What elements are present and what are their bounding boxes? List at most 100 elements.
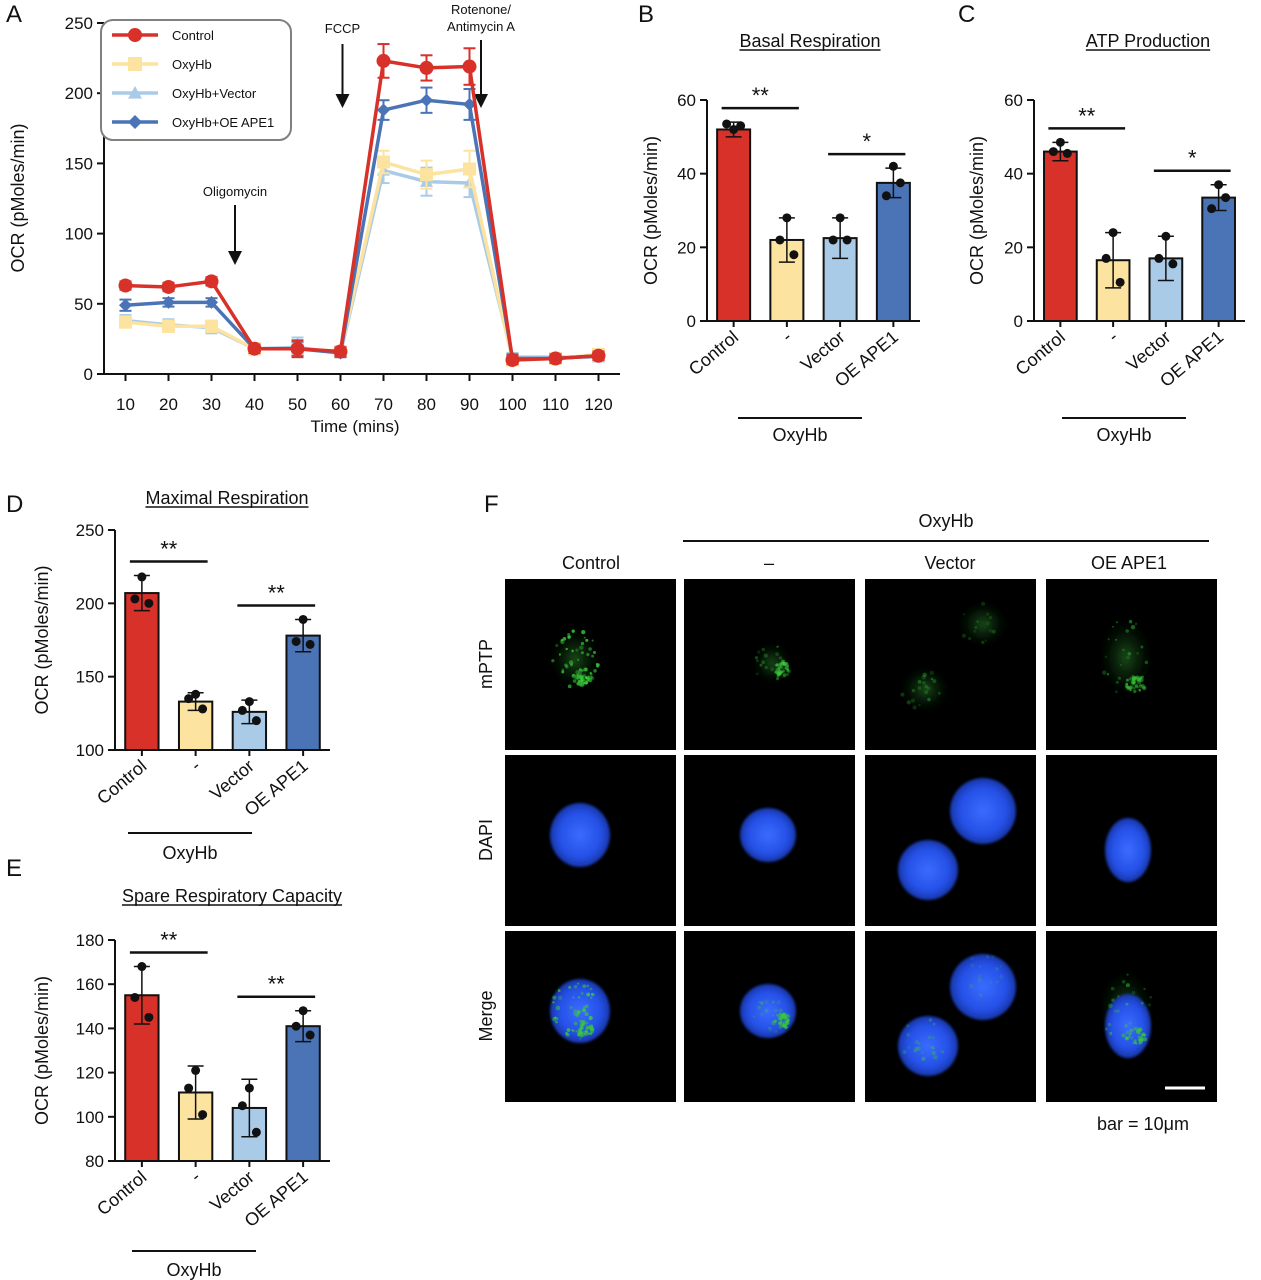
micrograph-background (865, 931, 1036, 1102)
mptp-speckle (1125, 1036, 1130, 1041)
chart-d-data-point (244, 697, 254, 707)
chart-b-data-point (895, 178, 905, 188)
panel-letter-c: C (958, 1, 975, 28)
mptp-speckle (571, 629, 575, 633)
chart-a-data-point (161, 279, 176, 294)
mptp-speckle (912, 705, 917, 710)
chart-a-y-tick-label: 200 (65, 84, 93, 103)
micrograph-merge-2 (865, 931, 1036, 1102)
mptp-speckle (1134, 1041, 1137, 1045)
mptp-speckle (1127, 652, 1132, 656)
micrograph-merge-0 (505, 931, 676, 1102)
mptp-speckle (918, 1042, 921, 1045)
chart-c-category-label: - (1104, 327, 1121, 346)
dapi-nucleus (898, 840, 958, 900)
mptp-speckle (1139, 684, 1143, 688)
mptp-speckle (768, 1027, 773, 1032)
mptp-speckle (906, 1033, 911, 1037)
mptp-speckle (575, 669, 580, 675)
mptp-speckle (917, 679, 922, 684)
mptp-speckle (900, 692, 905, 697)
chart-c-bar (1201, 196, 1236, 323)
mptp-speckle (764, 1008, 769, 1013)
mptp-speckle (589, 671, 592, 675)
mptp-speckle (565, 1031, 569, 1035)
mptp-speckle (976, 620, 979, 623)
dapi-nucleus (898, 1016, 958, 1076)
mptp-speckle (572, 996, 575, 999)
chart-c-data-point (1161, 231, 1171, 241)
mptp-signal-haze (901, 667, 949, 711)
chart-a-y-tick-label: 250 (65, 14, 93, 33)
mptp-speckle (573, 984, 578, 989)
mptp-speckle (576, 1010, 581, 1015)
mptp-speckle (932, 679, 937, 684)
mptp-speckle (584, 1012, 589, 1017)
mptp-speckle (1129, 688, 1132, 692)
mptp-speckle (979, 965, 982, 968)
mptp-speckle (587, 1032, 590, 1035)
column-label-oe-ape1: OE APE1 (1091, 553, 1167, 573)
mptp-speckle (1115, 680, 1119, 684)
mptp-speckle (932, 1022, 936, 1026)
panel-letter-f: F (484, 491, 499, 518)
mptp-speckle (914, 1040, 920, 1045)
mptp-speckle (921, 1056, 926, 1062)
mptp-speckle (922, 672, 927, 678)
chart-a-data-point (247, 341, 262, 356)
mptp-speckle (768, 1026, 771, 1029)
mptp-speckle (1132, 1041, 1135, 1045)
mptp-speckle (555, 1017, 559, 1020)
mptp-speckle (771, 1000, 775, 1004)
mptp-speckle (580, 991, 584, 996)
mptp-speckle (588, 1025, 592, 1030)
mptp-speckle (764, 999, 769, 1004)
mptp-speckle (584, 680, 589, 685)
mptp-speckle (779, 1025, 782, 1028)
mptp-speckle (569, 663, 574, 667)
mptp-speckle (760, 1012, 765, 1017)
mptp-speckle (571, 1029, 574, 1032)
mptp-speckle (938, 692, 941, 695)
mptp-speckle (1140, 645, 1144, 649)
column-label-vector: Vector (924, 553, 975, 573)
mptp-speckle (776, 645, 779, 648)
chart-a-data-point (204, 274, 219, 289)
micrograph-dapi-3 (1046, 755, 1217, 926)
mptp-speckle (1108, 1003, 1113, 1009)
chart-d-y-axis-label: OCR (pMoles/min) (32, 565, 52, 714)
mptp-speckle (572, 1030, 576, 1033)
mptp-speckle (1125, 629, 1129, 633)
mptp-speckle (586, 992, 591, 997)
mptp-speckle (571, 649, 574, 653)
chart-e-y-tick-label: 80 (85, 1152, 104, 1171)
mptp-speckle (752, 1015, 756, 1018)
mptp-speckle (590, 1024, 594, 1028)
chart-d-data-point (191, 689, 201, 699)
mptp-speckle (969, 984, 974, 989)
mptp-speckle (1133, 1039, 1137, 1043)
chart-a-x-tick-label: 70 (374, 395, 393, 414)
mptp-speckle (930, 1045, 934, 1049)
mptp-speckle (572, 1011, 577, 1016)
mptp-speckle (571, 673, 577, 679)
chart-b-data-point (881, 191, 891, 201)
chart-a-data-point (463, 162, 476, 176)
mptp-speckle (782, 673, 787, 677)
mptp-speckle (583, 636, 586, 639)
mptp-speckle (977, 974, 982, 978)
mptp-speckle (774, 663, 778, 667)
mptp-speckle (1138, 1035, 1141, 1038)
chart-a-data-point (118, 278, 133, 293)
chart-d-data-point (198, 704, 208, 714)
chart-e-y-tick-label: 140 (76, 1019, 104, 1038)
chart-d-data-point (184, 694, 194, 704)
mptp-speckle (596, 663, 600, 667)
mptp-speckle (569, 1005, 573, 1010)
chart-e-data-point (251, 1127, 261, 1137)
mptp-speckle (552, 1017, 557, 1022)
mptp-speckle (981, 601, 986, 606)
mptp-speckle (1121, 1033, 1126, 1038)
mptp-speckle (586, 652, 590, 657)
chart-c-category-label: Control (1012, 327, 1069, 380)
